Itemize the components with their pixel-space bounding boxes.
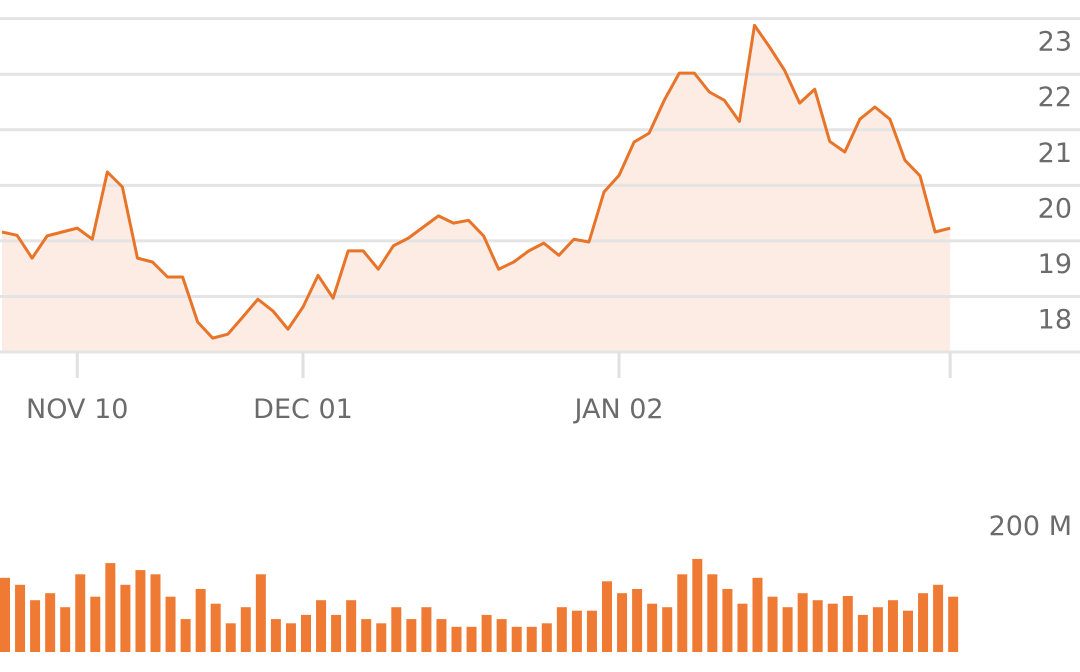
volume-bar: [301, 614, 311, 652]
volume-bar: [707, 574, 718, 652]
volume-bar: [933, 584, 944, 652]
volume-bar: [150, 574, 161, 652]
volume-bar: [45, 593, 56, 652]
volume-bar: [436, 619, 447, 652]
volume-bar: [857, 614, 868, 652]
volume-bar: [571, 610, 582, 652]
y-tick-label: 23: [1038, 27, 1072, 58]
volume-bar: [210, 603, 221, 652]
volume-bar: [466, 626, 477, 652]
volume-bar: [677, 574, 688, 652]
volume-bar: [120, 584, 131, 652]
volume-bar: [887, 600, 898, 652]
volume-bar: [797, 593, 808, 652]
volume-bar: [240, 607, 251, 652]
price-area: [2, 25, 951, 352]
x-tick-label: JAN 02: [572, 394, 663, 425]
volume-bar: [451, 626, 462, 652]
volume-bar: [316, 600, 327, 652]
volume-bar: [752, 577, 763, 652]
volume-bar: [270, 619, 281, 652]
x-tick-label: NOV 10: [26, 394, 128, 425]
volume-bar: [511, 626, 522, 652]
volume-bar: [662, 607, 673, 652]
volume-bar: [391, 607, 402, 652]
volume-bar: [918, 593, 929, 652]
volume-bar: [225, 623, 236, 652]
volume-bar: [602, 581, 612, 652]
volume-bar: [632, 589, 643, 652]
volume-bar: [30, 600, 41, 652]
x-tick-label: DEC 01: [253, 394, 353, 425]
volume-bar: [195, 589, 206, 652]
volume-bar: [722, 589, 733, 652]
volume-bar: [406, 619, 417, 652]
y-tick-label: 22: [1038, 82, 1072, 113]
volume-bar: [60, 607, 71, 652]
y-tick-label: 18: [1038, 304, 1072, 335]
volume-bar: [737, 603, 748, 652]
volume-bar: [481, 614, 492, 652]
volume-bar: [586, 610, 597, 652]
volume-bar: [331, 614, 342, 652]
y-tick-label: 20: [1038, 193, 1072, 224]
volume-bar: [782, 607, 793, 652]
volume-bar: [285, 623, 296, 652]
volume-bar: [692, 558, 703, 652]
volume-bar: [376, 623, 387, 652]
volume-bar: [767, 596, 778, 652]
volume-bar: [421, 607, 432, 652]
y-tick-label: 21: [1038, 138, 1072, 169]
volume-bar: [526, 626, 537, 652]
volume-tick-label: 200 M: [989, 511, 1072, 542]
volume-bar: [842, 596, 853, 652]
volume-bar: [541, 623, 552, 652]
volume-bar: [812, 600, 823, 652]
y-tick-label: 19: [1038, 249, 1072, 280]
volume-bar: [135, 570, 146, 652]
volume-bar: [496, 619, 507, 652]
volume-bar: [872, 607, 883, 652]
volume-bar: [647, 603, 658, 652]
volume-bar: [75, 574, 86, 652]
volume-bar: [361, 619, 372, 652]
volume-bar: [0, 577, 10, 652]
volume-bar: [90, 596, 101, 652]
volume-bar: [180, 619, 191, 652]
price-line: [1, 23, 951, 340]
volume-bar: [617, 593, 628, 652]
volume-bar: [827, 603, 838, 652]
volume-bar: [165, 596, 176, 652]
volume-bar: [15, 584, 26, 652]
volume-bar: [255, 574, 266, 652]
volume-bar: [948, 596, 959, 652]
volume-bar: [105, 563, 116, 652]
volume-bar: [346, 600, 357, 652]
volume-bar: [556, 607, 567, 652]
volume-bar: [903, 610, 913, 652]
